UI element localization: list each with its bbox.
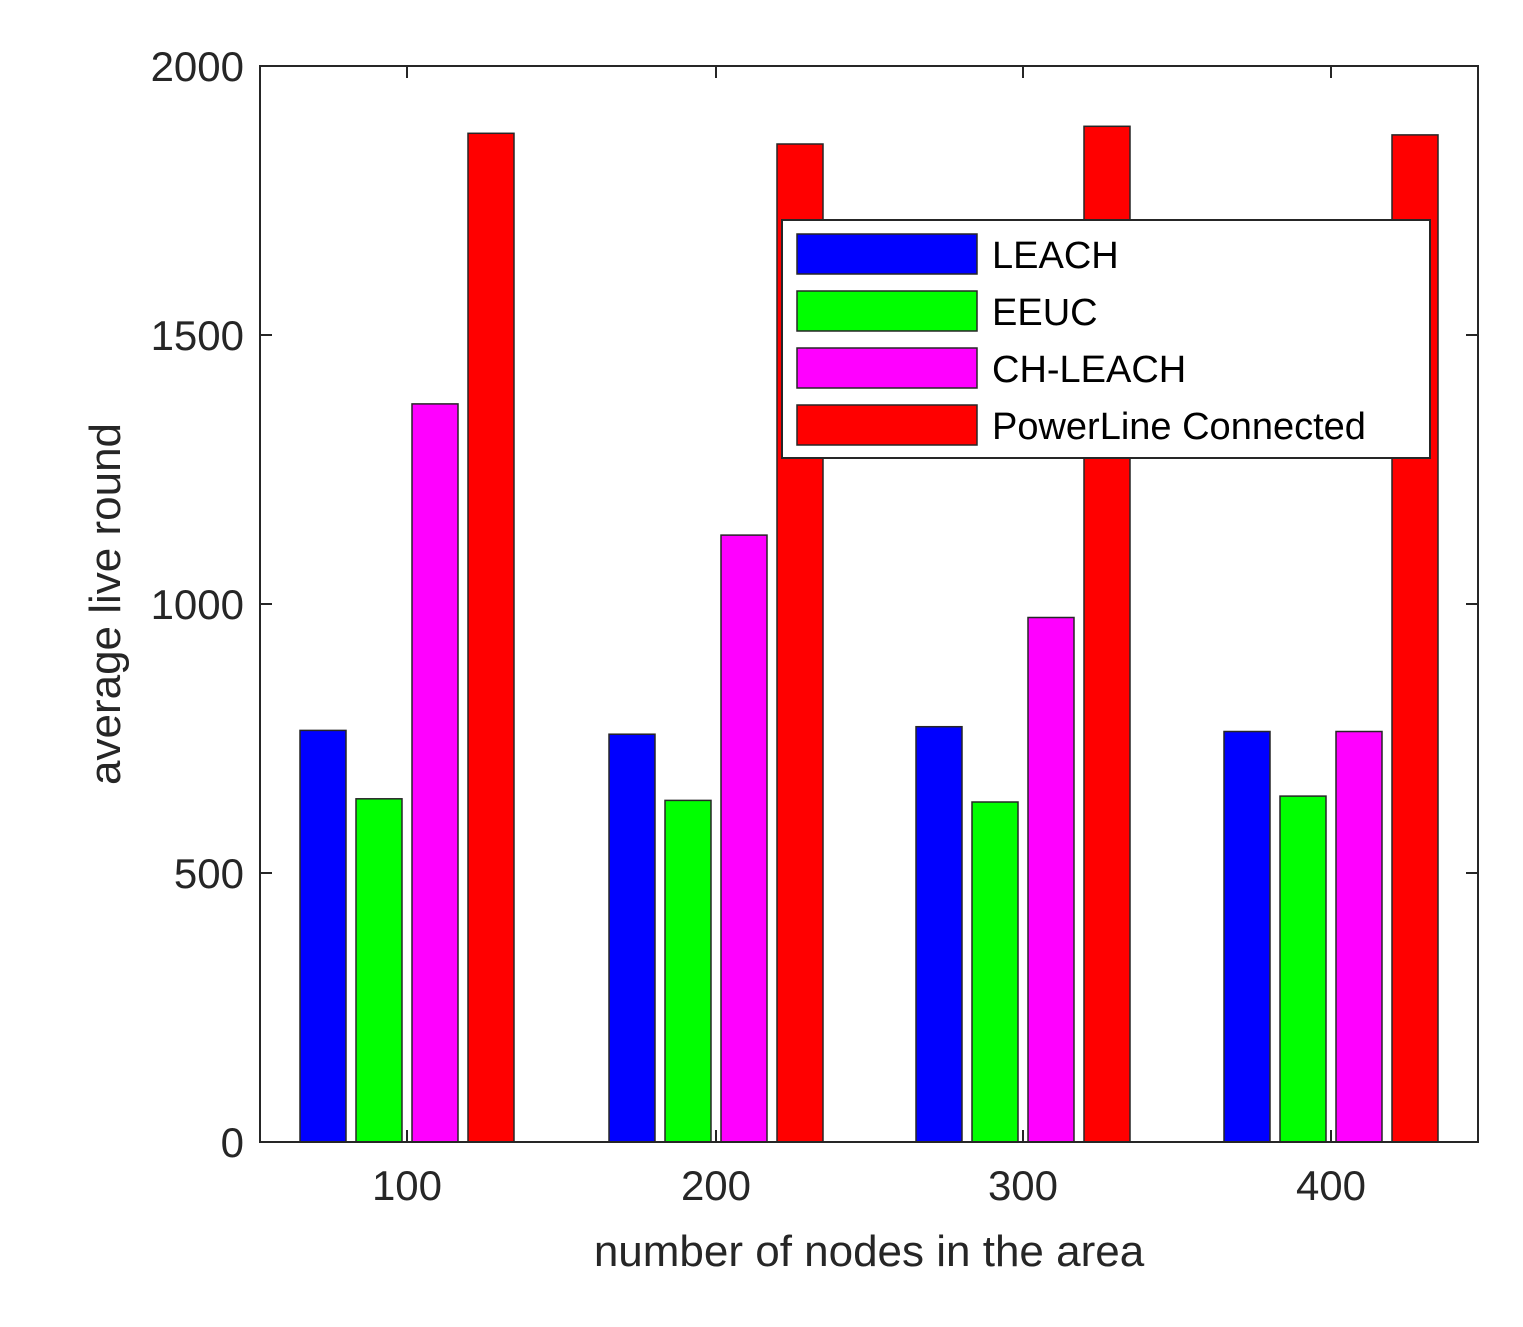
y-tick-label: 1000 bbox=[151, 581, 244, 628]
legend-swatch bbox=[796, 347, 978, 389]
legend-label: PowerLine Connected bbox=[992, 406, 1366, 448]
bar-leach-200 bbox=[608, 733, 656, 1143]
bar-leach-300 bbox=[915, 725, 963, 1143]
x-tick-label: 100 bbox=[372, 1162, 442, 1209]
x-tick-label: 200 bbox=[681, 1162, 751, 1209]
legend: LEACH EEUC CH-LEACH PowerLine Connected bbox=[781, 219, 1431, 459]
legend-label: EEUC bbox=[992, 292, 1098, 334]
bar-leach-100 bbox=[299, 729, 347, 1143]
legend-items: LEACH EEUC CH-LEACH PowerLine Connected bbox=[796, 233, 1366, 448]
bar-eeuc-400 bbox=[1279, 795, 1327, 1143]
bar-powerline-connected-100 bbox=[467, 132, 515, 1143]
bar-eeuc-100 bbox=[355, 798, 403, 1143]
bar-ch-leach-300 bbox=[1027, 616, 1075, 1143]
bar-ch-leach-400 bbox=[1335, 730, 1383, 1143]
bar-leach-400 bbox=[1223, 730, 1271, 1143]
legend-swatch bbox=[796, 290, 978, 332]
bar-ch-leach-200 bbox=[720, 534, 768, 1143]
y-tick-labels: 0 500 1000 1500 2000 bbox=[151, 43, 244, 1166]
y-tick-label: 1500 bbox=[151, 312, 244, 359]
y-axis-title: average live round bbox=[81, 423, 130, 785]
x-tick-labels: 100 200 300 400 bbox=[372, 1162, 1366, 1209]
ticks-layer bbox=[260, 65, 1478, 1143]
y-tick-label: 2000 bbox=[151, 43, 244, 90]
y-tick-label: 0 bbox=[221, 1119, 244, 1166]
legend-label: CH-LEACH bbox=[992, 349, 1186, 391]
bar-ch-leach-100 bbox=[411, 403, 459, 1143]
legend-label: LEACH bbox=[992, 235, 1119, 277]
x-tick-label: 400 bbox=[1296, 1162, 1366, 1209]
legend-swatch bbox=[796, 233, 978, 275]
x-tick-label: 300 bbox=[988, 1162, 1058, 1209]
bar-eeuc-200 bbox=[664, 799, 712, 1143]
y-tick-label: 500 bbox=[174, 850, 244, 897]
bar-eeuc-300 bbox=[971, 801, 1019, 1143]
legend-swatch bbox=[796, 404, 978, 446]
x-axis-title: number of nodes in the area bbox=[594, 1227, 1145, 1276]
